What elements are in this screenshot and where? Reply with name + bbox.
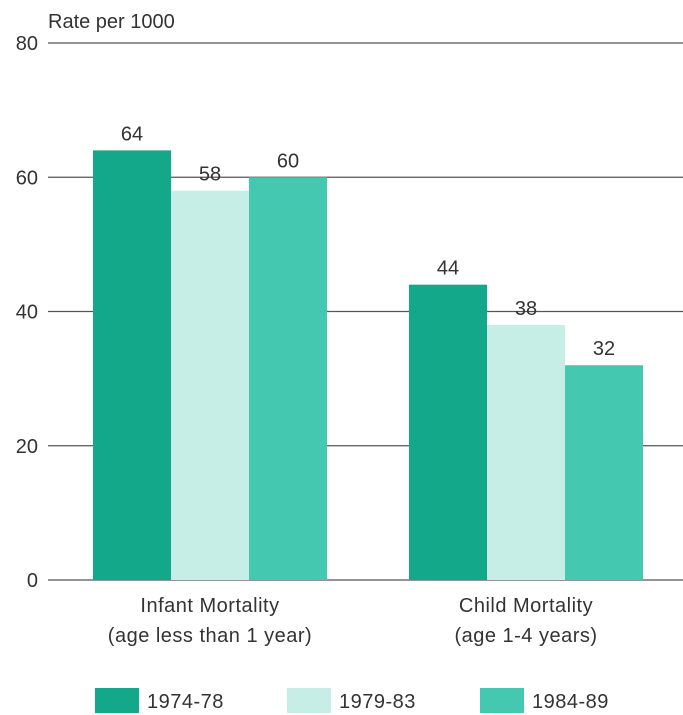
bar [249, 177, 327, 580]
y-tick-label: 60 [16, 167, 38, 189]
bar [487, 324, 565, 580]
bar [409, 284, 487, 580]
data-label: 44 [437, 258, 459, 280]
category-label: Infant Mortality [140, 595, 279, 617]
data-label: 38 [515, 298, 537, 320]
y-tick-label: 20 [16, 436, 38, 458]
data-labels: 64 44 58 38 60 32 [121, 123, 615, 360]
legend: 1974-78 1979-83 1984-89 [95, 688, 609, 713]
bar [93, 150, 171, 580]
y-axis-label: Rate per 1000 [48, 11, 175, 33]
legend-swatch [287, 688, 331, 713]
data-label: 64 [121, 123, 143, 145]
y-tick-label: 40 [16, 302, 38, 324]
category-label: Child Mortality [459, 595, 593, 617]
category-labels: Infant Mortality (age less than 1 year) Ch… [108, 595, 597, 647]
category-sublabel: (age 1-4 years) [454, 625, 597, 647]
legend-label: 1984-89 [532, 691, 609, 713]
y-tick-labels: 0 20 40 60 80 [16, 33, 38, 592]
legend-label: 1974-78 [147, 691, 224, 713]
y-tick-label: 80 [16, 33, 38, 55]
data-label: 60 [277, 150, 299, 172]
y-tick-label: 0 [27, 570, 38, 592]
data-label: 58 [199, 164, 221, 186]
bar [565, 365, 643, 580]
data-label: 32 [593, 338, 615, 360]
legend-swatch [95, 688, 139, 713]
legend-swatch [480, 688, 524, 713]
bars [93, 150, 643, 581]
bar [171, 190, 249, 581]
category-sublabel: (age less than 1 year) [108, 625, 312, 647]
legend-label: 1979-83 [339, 691, 416, 713]
